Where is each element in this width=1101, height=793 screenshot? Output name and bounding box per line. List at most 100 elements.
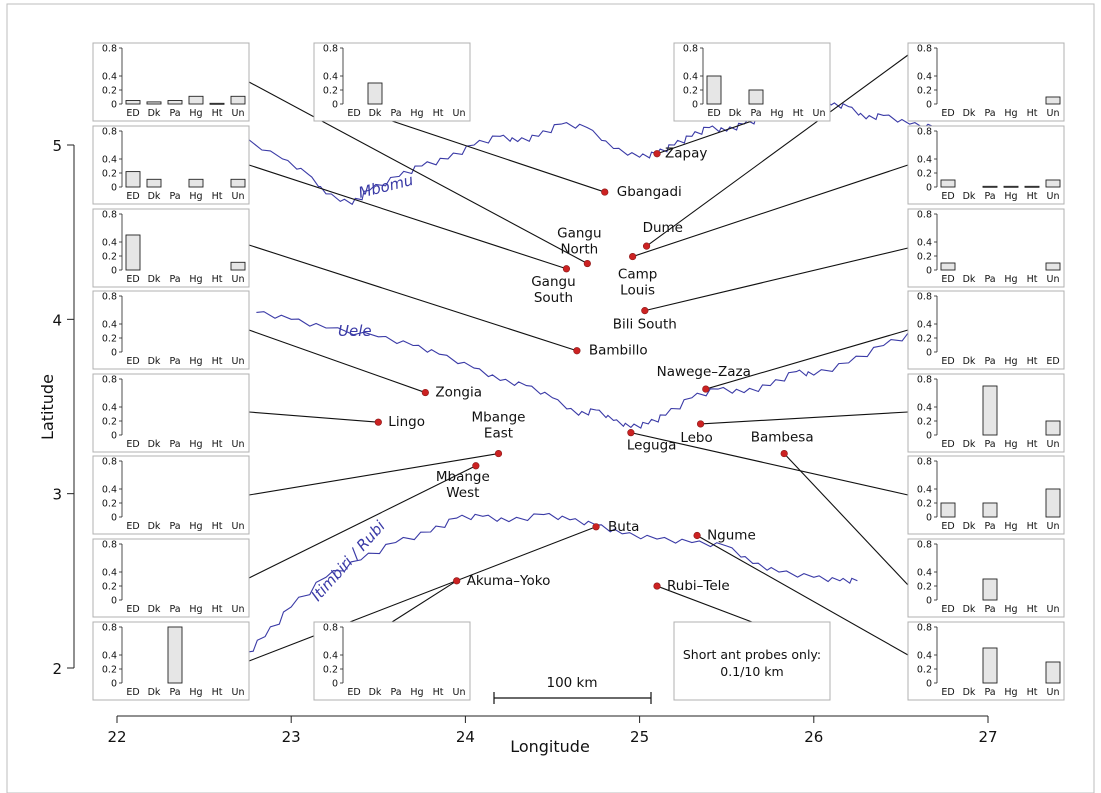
inset-x-label: Hg — [1004, 274, 1017, 285]
inset-bar — [940, 502, 956, 518]
inset-x-label: Un — [232, 191, 245, 202]
site-label-line: Leguga — [627, 438, 677, 454]
inset-x-label: Dk — [963, 521, 976, 532]
inset-y-tick-label: 0.4 — [102, 403, 117, 414]
inset-x-label: Ht — [212, 439, 223, 450]
site-marker — [421, 388, 429, 397]
inset-x-label: Hg — [770, 108, 783, 119]
inset-buta: 0 0.2 0.4 0.8 ED Dk Pa Hg Ht Un — [92, 621, 250, 701]
inset-bambillo: 0 0.2 0.4 0.8 ED Dk Pa Hg Ht Un — [92, 208, 250, 288]
inset-x-label: Pa — [984, 521, 995, 532]
inset-x-label: Pa — [984, 604, 995, 615]
site-label: Gangu South — [531, 274, 575, 306]
inset-bar — [125, 171, 141, 188]
site-marker — [592, 523, 600, 531]
leader-line — [248, 81, 588, 265]
inset-y-tick-label: 0.8 — [683, 44, 698, 55]
inset-x-label: Hg — [189, 108, 202, 119]
leader-line — [248, 465, 477, 579]
site-label: Leguga — [627, 438, 677, 454]
inset-x-label: Ht — [1027, 108, 1038, 119]
site-label-line: Buta — [608, 519, 639, 535]
inset-gbangadi: 0 0.2 0.4 0.8 ED Dk Pa Hg Ht Un — [313, 42, 471, 122]
site-label: Mbange West — [436, 469, 490, 501]
inset-y-tick-label: 0.2 — [102, 417, 117, 428]
y-tick-label: 5 — [52, 137, 62, 155]
inset-x-label: Hg — [189, 356, 202, 367]
inset-x-label: Pa — [169, 356, 180, 367]
site-marker — [573, 347, 581, 355]
leader-line — [248, 244, 578, 352]
inset-x-label: Un — [232, 439, 245, 450]
inset-y-tick-label: 0 — [926, 679, 932, 690]
inset-zongia: 0 0.2 0.4 0.8 ED Dk Pa Hg Ht Un — [92, 290, 250, 370]
inset-bar — [982, 385, 998, 436]
inset-bambesa: 0 0.2 0.4 0.8 ED Dk Pa Hg Ht Un — [907, 538, 1065, 618]
site-marker — [780, 449, 788, 458]
inset-bar — [940, 262, 956, 271]
inset-y-tick-label: 0.4 — [683, 72, 698, 83]
inset-x-label: Dk — [369, 687, 382, 698]
inset-y-tick-label: 0.8 — [917, 210, 932, 221]
inset-x-label: Ht — [212, 191, 223, 202]
inset-y-tick-label: 0.4 — [102, 651, 117, 662]
site-marker — [494, 449, 503, 458]
site-label: Bambillo — [589, 343, 648, 359]
site-label-line: Bili South — [613, 317, 677, 333]
site-marker — [583, 259, 591, 268]
inset-x-label: Dk — [148, 521, 161, 532]
leader-line — [248, 164, 567, 270]
inset-x-label: Hg — [1004, 521, 1017, 532]
inset-mbange-west: 0 0.2 0.4 0.8 ED Dk Pa Hg Ht Un — [92, 538, 250, 618]
inset-x-label: Ht — [212, 108, 223, 119]
inset-bar — [1045, 262, 1061, 271]
x-tick-label: 26 — [804, 728, 823, 746]
inset-x-label: Pa — [984, 356, 995, 367]
inset-y-tick-label: 0 — [111, 266, 117, 277]
inset-x-label: Un — [1047, 604, 1060, 615]
inset-y-tick-label: 0.4 — [102, 320, 117, 331]
inset-x-label: Pa — [984, 191, 995, 202]
inset-frame — [92, 538, 250, 618]
note-text: 0.1/10 km — [720, 664, 783, 679]
inset-y-tick-label: 0.8 — [917, 375, 932, 386]
leader-line — [644, 247, 909, 312]
site-label-line: Bambesa — [751, 430, 814, 446]
inset-y-tick-label: 0.2 — [917, 252, 932, 263]
inset-y-tick-label: 0.8 — [102, 457, 117, 468]
site-akuma-yoko: Akuma–Yoko — [453, 573, 550, 589]
inset-y-tick-label: 0 — [926, 596, 932, 607]
leader-line — [248, 453, 499, 496]
inset-x-label: ED — [126, 439, 139, 450]
site-zapay: Zapay — [653, 146, 707, 162]
inset-x-label: Un — [1047, 191, 1060, 202]
inset-bar — [230, 178, 246, 188]
site-marker — [629, 252, 637, 261]
inset-frame — [907, 455, 1065, 535]
leader-line — [248, 526, 597, 662]
inset-x-label: Un — [453, 687, 466, 698]
inset-x-label: Ht — [1027, 687, 1038, 698]
y-axis-label: Latitude — [38, 374, 57, 440]
inset-y-tick-label: 0.8 — [102, 623, 117, 634]
inset-y-tick-label: 0 — [111, 513, 117, 524]
inset-x-label: Un — [1047, 521, 1060, 532]
site-marker — [693, 531, 701, 540]
inset-lebo: 0 0.2 0.4 0.8 ED Dk Pa Hg Ht Un — [907, 373, 1065, 453]
inset-bar — [230, 95, 246, 105]
inset-x-label: Pa — [390, 108, 401, 119]
inset-x-label: Dk — [963, 687, 976, 698]
inset-y-tick-label: 0.8 — [917, 44, 932, 55]
inset-bar — [367, 82, 383, 105]
inset-bar — [230, 261, 246, 271]
inset-y-tick-label: 0.4 — [917, 238, 932, 249]
site-label-line: North — [560, 242, 598, 258]
inset-x-label: ED — [941, 191, 954, 202]
note-text: Short ant probes only: — [683, 647, 821, 662]
y-tick-label: 2 — [52, 660, 62, 678]
site-ngume: Ngume — [693, 528, 756, 544]
inset-y-tick-label: 0 — [111, 431, 117, 442]
inset-akuma-yoko: 0 0.2 0.4 0.8 ED Dk Pa Hg Ht Un — [313, 621, 471, 701]
